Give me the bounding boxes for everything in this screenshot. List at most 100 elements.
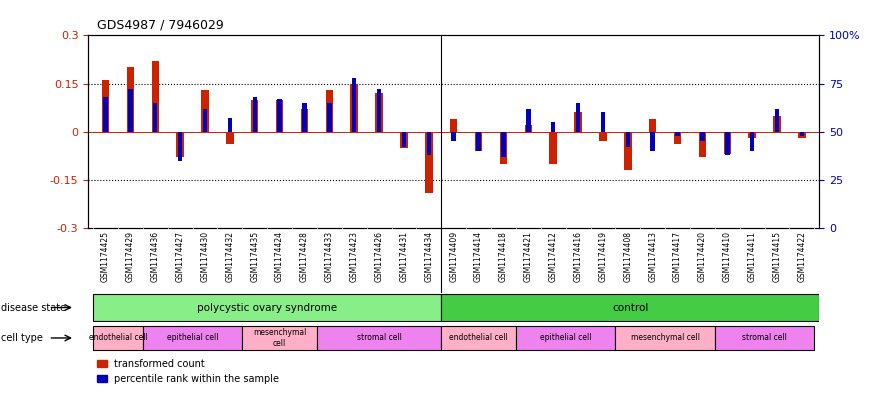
Bar [450,119,457,132]
Text: GSM1174434: GSM1174434 [425,231,433,282]
Bar [501,132,506,157]
Bar [451,132,456,141]
Text: epithelial cell: epithelial cell [540,334,591,342]
Bar [749,132,756,138]
Text: cell type: cell type [1,333,43,343]
Text: GSM1174425: GSM1174425 [101,231,110,282]
Bar [725,132,729,155]
Text: GSM1174415: GSM1174415 [773,231,781,282]
Text: GSM1174412: GSM1174412 [549,231,558,282]
Text: GSM1174423: GSM1174423 [350,231,359,282]
Text: GSM1174430: GSM1174430 [201,231,210,282]
Text: GSM1174422: GSM1174422 [797,231,806,282]
Bar [441,325,516,351]
Bar [616,325,714,351]
Bar [227,118,232,132]
Bar [152,61,159,132]
Bar [774,116,781,132]
Bar [674,132,681,145]
Bar [774,108,780,132]
Text: GSM1174416: GSM1174416 [574,231,582,282]
Text: GSM1174411: GSM1174411 [748,231,757,282]
Text: GSM1174435: GSM1174435 [250,231,259,282]
Bar [317,325,441,351]
Text: endothelial cell: endothelial cell [89,334,147,342]
Bar [143,325,242,351]
Bar [326,90,333,132]
Text: GSM1174426: GSM1174426 [374,231,383,282]
Text: GSM1174427: GSM1174427 [175,231,185,282]
Legend: transformed count, percentile rank within the sample: transformed count, percentile rank withi… [93,355,283,388]
Text: epithelial cell: epithelial cell [167,334,218,342]
Bar [700,132,705,141]
Text: GSM1174409: GSM1174409 [449,231,458,282]
Bar [253,97,257,132]
Bar [201,90,209,132]
Bar [352,78,357,132]
Bar [278,99,282,132]
Text: GSM1174414: GSM1174414 [474,231,483,282]
Bar [551,122,555,132]
Bar [441,294,819,321]
Bar [516,325,616,351]
Bar [226,132,233,145]
Bar [714,325,814,351]
Bar [750,132,754,151]
Text: GSM1174429: GSM1174429 [126,231,135,282]
Bar [375,93,383,132]
Bar [242,325,317,351]
Bar [624,132,632,170]
Bar [576,103,581,132]
Text: GSM1174436: GSM1174436 [151,231,159,282]
Bar [93,325,143,351]
Bar [178,132,182,160]
Text: GSM1174417: GSM1174417 [673,231,682,282]
Bar [251,99,258,132]
Text: endothelial cell: endothelial cell [449,334,508,342]
Text: control: control [612,303,648,312]
Bar [550,132,557,164]
Bar [127,68,134,132]
Bar [649,119,656,132]
Bar [574,112,581,132]
Text: polycystic ovary syndrome: polycystic ovary syndrome [197,303,337,312]
Bar [699,132,707,157]
Text: GSM1174431: GSM1174431 [399,231,409,282]
Bar [650,132,655,151]
Bar [300,109,308,132]
Text: GSM1174421: GSM1174421 [524,231,533,282]
Text: GSM1174418: GSM1174418 [499,231,508,282]
Bar [400,132,408,148]
Bar [203,108,207,132]
Text: GSM1174424: GSM1174424 [275,231,284,282]
Text: GSM1174433: GSM1174433 [325,231,334,282]
Text: disease state: disease state [1,303,66,312]
Bar [723,132,731,154]
Text: GSM1174413: GSM1174413 [648,231,657,282]
Bar [676,132,680,136]
Bar [426,132,431,155]
Bar [526,108,530,132]
Bar [93,294,441,321]
Bar [327,103,331,132]
Bar [128,89,133,132]
Bar [477,132,481,151]
Text: GSM1174420: GSM1174420 [698,231,707,282]
Bar [800,132,804,136]
Bar [500,132,507,164]
Text: GSM1174419: GSM1174419 [598,231,607,282]
Bar [524,125,532,132]
Bar [351,83,358,132]
Bar [377,89,381,132]
Bar [599,132,607,141]
Bar [153,103,158,132]
Bar [103,97,107,132]
Text: GSM1174432: GSM1174432 [226,231,234,282]
Bar [798,132,805,138]
Text: mesenchymal
cell: mesenchymal cell [253,328,307,348]
Text: stromal cell: stromal cell [742,334,787,342]
Text: GSM1174428: GSM1174428 [300,231,309,282]
Bar [626,132,630,147]
Bar [426,132,433,193]
Bar [102,80,109,132]
